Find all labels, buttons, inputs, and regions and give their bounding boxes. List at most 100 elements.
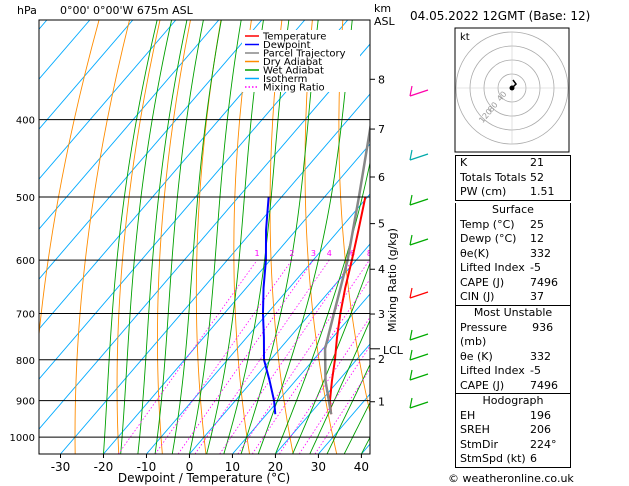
- wet-adiabat: [223, 20, 290, 454]
- index-value: 21: [530, 156, 544, 169]
- lcl-label: LCL: [383, 344, 404, 357]
- pressure-tick-label: 700: [16, 310, 35, 321]
- km-tick-label: 3: [378, 308, 385, 321]
- surface-row: CIN (J) 37: [456, 290, 570, 305]
- wind-barb-flag: [409, 349, 413, 361]
- mixing-ratio-label: 1: [255, 249, 260, 258]
- surface-label: CAPE (J): [460, 275, 505, 289]
- wet-adiabat: [154, 20, 204, 454]
- mixing-ratio-line: [194, 259, 330, 454]
- asl-label: ASL: [374, 15, 396, 28]
- legend-label: Mixing Ratio: [263, 83, 325, 94]
- dry-adiabat: [116, 20, 161, 454]
- surface-table: Surface Temp (°C) 25 Dewp (°C) 12 θe(K) 332 Li…: [455, 203, 571, 306]
- dry-adiabat: [269, 20, 294, 454]
- wind-barb: [409, 333, 429, 341]
- surface-label: Lifted Index: [460, 261, 525, 274]
- wet-adiabat: [189, 20, 242, 454]
- most-unstable-label: Pressure (mb): [460, 320, 507, 349]
- surface-row: CAPE (J) 7496: [456, 276, 570, 291]
- plot-frame: [38, 19, 371, 455]
- mixing-ratio-label: 8: [367, 249, 372, 258]
- mixing-ratio-line: [177, 259, 314, 454]
- indices-table: K 21 Totals Totals 52 PW (cm) 1.51: [455, 155, 571, 201]
- index-row: Totals Totals 52: [456, 171, 570, 186]
- wind-barb-flag: [409, 329, 413, 341]
- location-title: 0°00' 0°00'W 675m ASL: [60, 4, 194, 17]
- surface-row: Temp (°C) 25: [456, 218, 570, 233]
- km-tick-label: 4: [378, 263, 385, 276]
- isotherm: [39, 20, 263, 280]
- index-row: PW (cm) 1.51: [456, 185, 570, 200]
- hodograph-title: Hodograph: [456, 393, 570, 409]
- wind-barb: [409, 353, 429, 361]
- wind-barb-flag: [409, 234, 413, 246]
- x-axis-label: Dewpoint / Temperature (°C): [118, 471, 290, 485]
- surface-label: CIN (J): [460, 290, 495, 303]
- index-value: 52: [530, 170, 544, 184]
- hodograph-stat-value: 206: [530, 423, 551, 436]
- isotherm: [146, 193, 370, 454]
- legend-label: Isotherm: [263, 74, 307, 85]
- wind-barb-flag: [409, 194, 413, 206]
- pressure-tick-label: 600: [16, 256, 35, 267]
- hodograph-stat-row: StmDir 224°: [456, 438, 570, 453]
- pressure-tick-label: 500: [16, 193, 35, 204]
- legend-label: Parcel Trajectory: [263, 49, 346, 60]
- surface-value: 7496: [530, 275, 558, 289]
- x-tick-label: -10: [137, 460, 157, 474]
- isotherm: [39, 20, 220, 230]
- wet-adiabat: [137, 20, 188, 454]
- legend-label: Dry Adiabat: [263, 57, 322, 68]
- mixing-ratio-label: 3: [311, 249, 316, 258]
- surface-label: Dewp (°C): [460, 232, 517, 245]
- most-unstable-row: θe (K) 332: [456, 350, 570, 365]
- wind-barb-flag: [409, 397, 413, 409]
- mixing-ratio-label: 4: [327, 249, 332, 258]
- hodograph-stat-value: 224°: [530, 437, 557, 451]
- legend-label: Wet Adiabat: [263, 66, 324, 77]
- index-label: Totals Totals: [460, 170, 527, 184]
- isotherm: [60, 93, 370, 454]
- dry-adiabat: [587, 20, 629, 454]
- wind-barb-flag: [409, 149, 413, 161]
- dry-adiabat: [157, 20, 191, 454]
- most-unstable-row: Pressure (mb) 936: [456, 321, 570, 350]
- mixing-ratio-label: 20: [422, 249, 432, 258]
- hodograph-kt-label: kt: [460, 32, 470, 43]
- mixing-ratio-line: [154, 259, 293, 454]
- most-unstable-value: -5: [530, 364, 541, 377]
- isotherm: [189, 243, 370, 454]
- most-unstable-label: CAPE (J): [460, 378, 505, 392]
- wind-barb: [409, 291, 429, 299]
- index-label: PW (cm): [460, 185, 507, 198]
- pressure-tick-label: 900: [16, 397, 35, 408]
- mixing-ratio-line: [251, 278, 370, 454]
- x-tick-label: 20: [268, 460, 283, 474]
- wet-adiabat: [206, 20, 264, 454]
- km-tick-label: 2: [378, 353, 385, 366]
- mixing-ratio-line: [237, 259, 370, 454]
- hodograph-stat-row: EH 196: [456, 409, 570, 424]
- most-unstable-label: Lifted Index: [460, 364, 525, 377]
- surface-row: Lifted Index -5: [456, 261, 570, 276]
- km-label: km: [374, 2, 391, 15]
- hodograph-stat-value: 6: [530, 452, 537, 465]
- pressure-tick-label: 800: [16, 356, 35, 367]
- wind-barb: [409, 401, 429, 409]
- most-unstable-value: 7496: [530, 378, 558, 392]
- most-unstable-title: Most Unstable: [456, 305, 570, 321]
- isotherm: [39, 20, 134, 130]
- surface-label: Temp (°C): [460, 217, 515, 231]
- hodograph-stat-value: 196: [530, 408, 551, 422]
- wet-adiabat: [103, 20, 158, 454]
- series-temperature: [328, 196, 367, 415]
- isotherm: [103, 143, 370, 454]
- isotherm: [39, 20, 177, 180]
- km-tick-label: 1: [378, 396, 385, 409]
- wet-adiabat: [343, 401, 370, 454]
- mixing-ratio-label: 25: [437, 249, 447, 258]
- hodograph-stat-label: EH: [460, 408, 476, 422]
